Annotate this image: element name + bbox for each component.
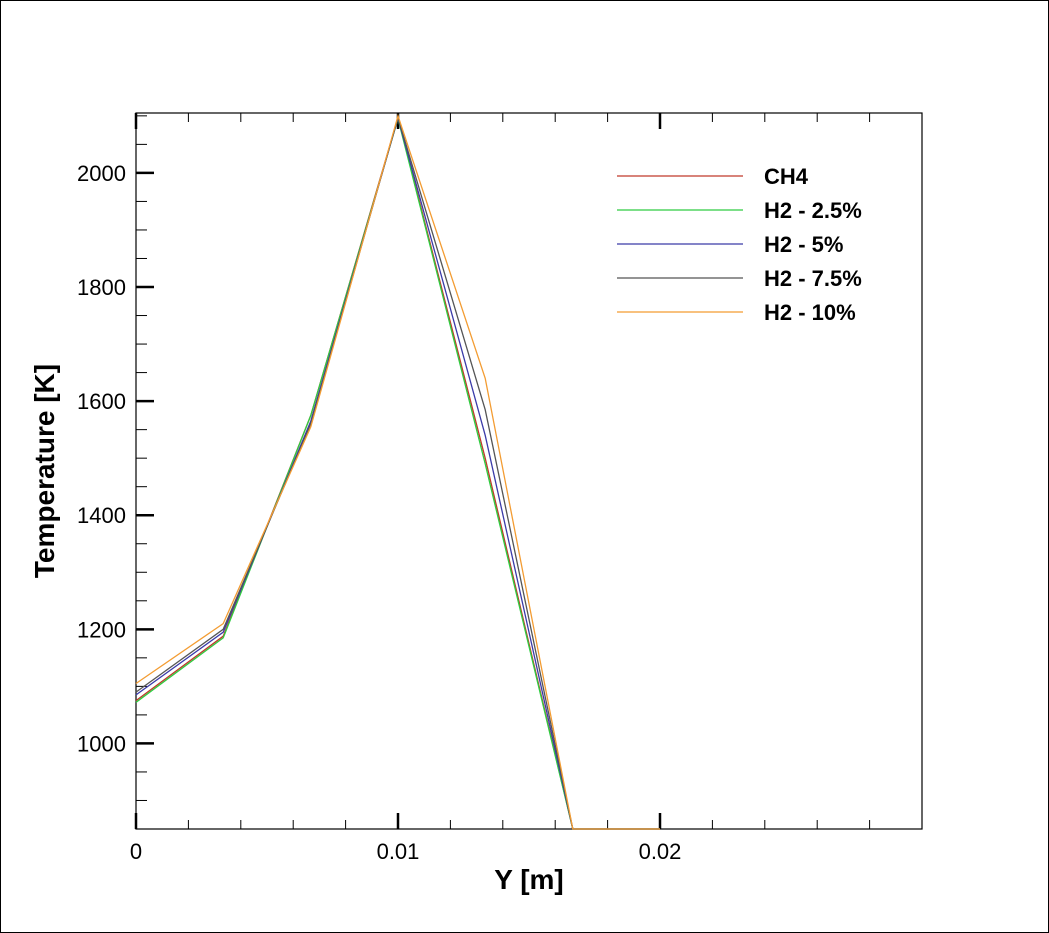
x-tick-label: 0.01 (377, 839, 420, 864)
tick-labels: 0 0.01 0.02 1000 1200 1400 1600 1800 2000 (77, 161, 681, 864)
legend-label: H2 - 2.5% (764, 198, 862, 223)
y-axis-title: Temperature [K] (29, 364, 60, 578)
y-tick-label: 1800 (77, 275, 126, 300)
x-axis-title: Y [m] (494, 864, 564, 895)
plot-area (135, 112, 923, 830)
y-tick-label: 1600 (77, 389, 126, 414)
x-tick-label: 0 (130, 839, 142, 864)
legend-label: H2 - 10% (764, 300, 856, 325)
y-tick-label: 2000 (77, 161, 126, 186)
legend-label: CH4 (764, 164, 809, 189)
x-tick-label: 0.02 (639, 839, 682, 864)
series-line (135, 113, 660, 830)
legend-label: H2 - 5% (764, 232, 843, 257)
legend-label: H2 - 7.5% (764, 266, 862, 291)
y-tick-label: 1000 (77, 731, 126, 756)
y-tick-label: 1200 (77, 617, 126, 642)
series-lines (135, 113, 660, 830)
y-tick-label: 1400 (77, 503, 126, 528)
axis-ticks (134, 113, 923, 830)
legend: CH4 H2 - 2.5% H2 - 5% H2 - 7.5% H2 - 10% (617, 164, 862, 325)
